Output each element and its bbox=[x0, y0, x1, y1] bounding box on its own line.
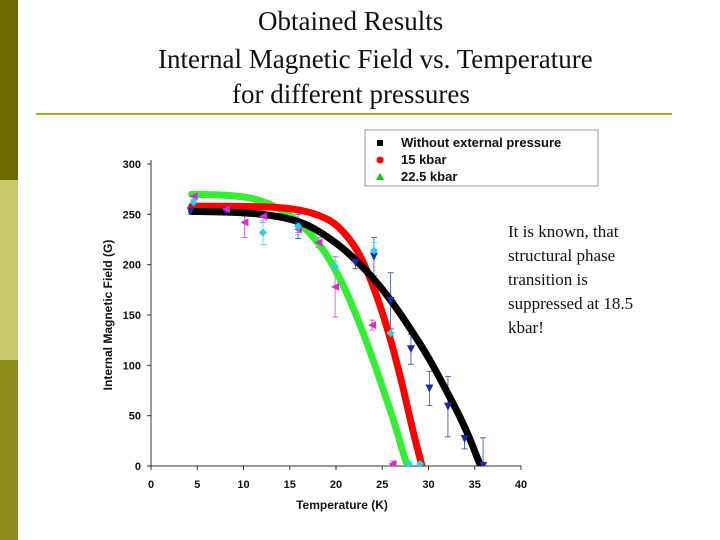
data-point bbox=[189, 192, 198, 201]
slide-title-line-3: for different pressures bbox=[232, 79, 470, 109]
series-points bbox=[187, 207, 487, 466]
y-tick-label: 150 bbox=[123, 310, 141, 322]
x-tick-label: 25 bbox=[376, 479, 388, 491]
slide-note: It is known, that structural phase trans… bbox=[508, 222, 634, 337]
x-tick-label: 40 bbox=[515, 479, 527, 491]
sidebar-bar-top bbox=[0, 0, 18, 180]
data-point bbox=[331, 262, 340, 271]
x-tick-label: 0 bbox=[148, 479, 154, 491]
series-markers bbox=[189, 192, 397, 466]
data-point bbox=[416, 459, 425, 466]
legend-marker bbox=[376, 156, 384, 164]
data-point bbox=[368, 321, 377, 330]
sidebar-bar-bottom bbox=[0, 360, 18, 540]
data-point bbox=[331, 282, 340, 291]
legend-label: Without external pressure bbox=[401, 135, 561, 150]
y-axis-label: Internal Magnetic Field (G) bbox=[101, 240, 115, 391]
x-tick-label: 35 bbox=[469, 479, 481, 491]
data-point bbox=[443, 402, 452, 411]
data-point bbox=[186, 207, 195, 216]
legend-box bbox=[364, 129, 599, 187]
y-tick-label: 0 bbox=[135, 461, 141, 473]
x-tick-label: 30 bbox=[422, 479, 434, 491]
slide-title-line-1: Obtained Results bbox=[258, 6, 444, 36]
data-point bbox=[294, 222, 303, 231]
x-tick-label: 10 bbox=[237, 479, 249, 491]
data-point bbox=[406, 345, 415, 354]
data-point bbox=[240, 218, 249, 227]
y-tick-label: 250 bbox=[123, 209, 141, 221]
data-point bbox=[405, 459, 414, 466]
data-point bbox=[479, 462, 488, 466]
data-point bbox=[351, 258, 360, 267]
slide-title-line-2: Internal Magnetic Field vs. Temperature bbox=[158, 44, 593, 74]
y-tick-label: 200 bbox=[123, 260, 141, 272]
title-divider bbox=[36, 113, 672, 115]
fit-curve-1 bbox=[188, 207, 483, 466]
data-point bbox=[388, 459, 397, 466]
x-axis-label: Temperature (K) bbox=[296, 498, 388, 512]
data-point bbox=[189, 198, 198, 207]
y-tick-label: 300 bbox=[123, 159, 141, 171]
series-markers bbox=[189, 198, 425, 466]
data-point bbox=[221, 205, 230, 214]
legend-marker bbox=[376, 173, 384, 180]
x-tick-label: 15 bbox=[284, 479, 296, 491]
y-tick-label: 50 bbox=[129, 411, 141, 423]
data-point bbox=[369, 252, 378, 261]
legend-label: 15 kbar bbox=[401, 152, 447, 167]
x-tick-label: 20 bbox=[330, 479, 342, 491]
data-point bbox=[369, 246, 378, 255]
data-point bbox=[386, 329, 395, 338]
data-point bbox=[460, 434, 469, 443]
data-point bbox=[425, 384, 434, 393]
y-tick-label: 100 bbox=[123, 360, 141, 372]
fit-curve-2 bbox=[188, 202, 426, 466]
data-point bbox=[258, 228, 267, 237]
data-point bbox=[314, 238, 323, 247]
fit-curve-3 bbox=[188, 190, 412, 466]
sidebar-bar-middle bbox=[0, 180, 18, 360]
x-tick-label: 5 bbox=[194, 479, 200, 491]
legend-marker bbox=[377, 140, 383, 146]
legend: Without external pressure 15 kbar 22.5 kba… bbox=[364, 129, 599, 187]
data-point bbox=[386, 296, 395, 305]
legend-label: 22.5 kbar bbox=[401, 169, 457, 184]
data-point bbox=[258, 212, 267, 221]
